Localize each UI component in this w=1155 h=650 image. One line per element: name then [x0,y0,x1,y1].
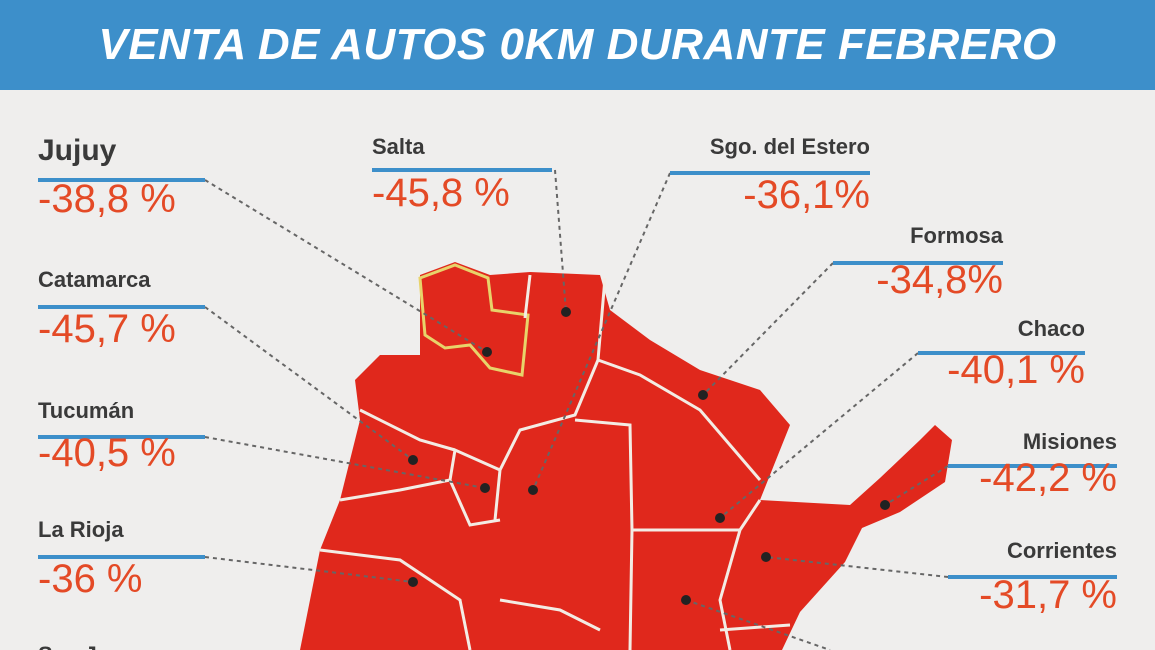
region-name: Salta [372,134,425,159]
region-value: -40,1 % [947,348,1085,392]
region-value: -42,2 % [979,456,1117,500]
region-value: -36 % [38,557,143,601]
region-name: Sgo. del Estero [710,134,870,159]
leaders [204,169,949,650]
region-name: Tucumán [38,398,134,423]
region-name: Formosa [910,223,1004,248]
region-name: Catamarca [38,267,151,292]
region-name: Chaco [1018,316,1085,341]
region-value: -40,5 % [38,431,176,475]
title: VENTA DE AUTOS 0KM DURANTE FEBRERO [98,20,1057,69]
region-name: Jujuy [38,134,117,167]
region-name: Misiones [1023,429,1117,454]
region-name: San Juan [38,642,136,650]
region-value: -38,8 % [38,177,176,221]
region-value: -45,8 % [372,171,510,215]
region-name: Corrientes [1007,538,1117,563]
region-value: -31,7 % [979,573,1117,617]
region-value: -34,8% [876,258,1003,302]
region-name: La Rioja [38,517,124,542]
header: VENTA DE AUTOS 0KM DURANTE FEBRERO [0,0,1155,90]
map-shape [300,262,952,650]
region-value: -45,7 % [38,307,176,351]
region-value: -36,1% [743,173,870,217]
labels: Jujuy -38,8 % Catamarca -45,7 % Tucumán -40,5… [38,134,1117,650]
